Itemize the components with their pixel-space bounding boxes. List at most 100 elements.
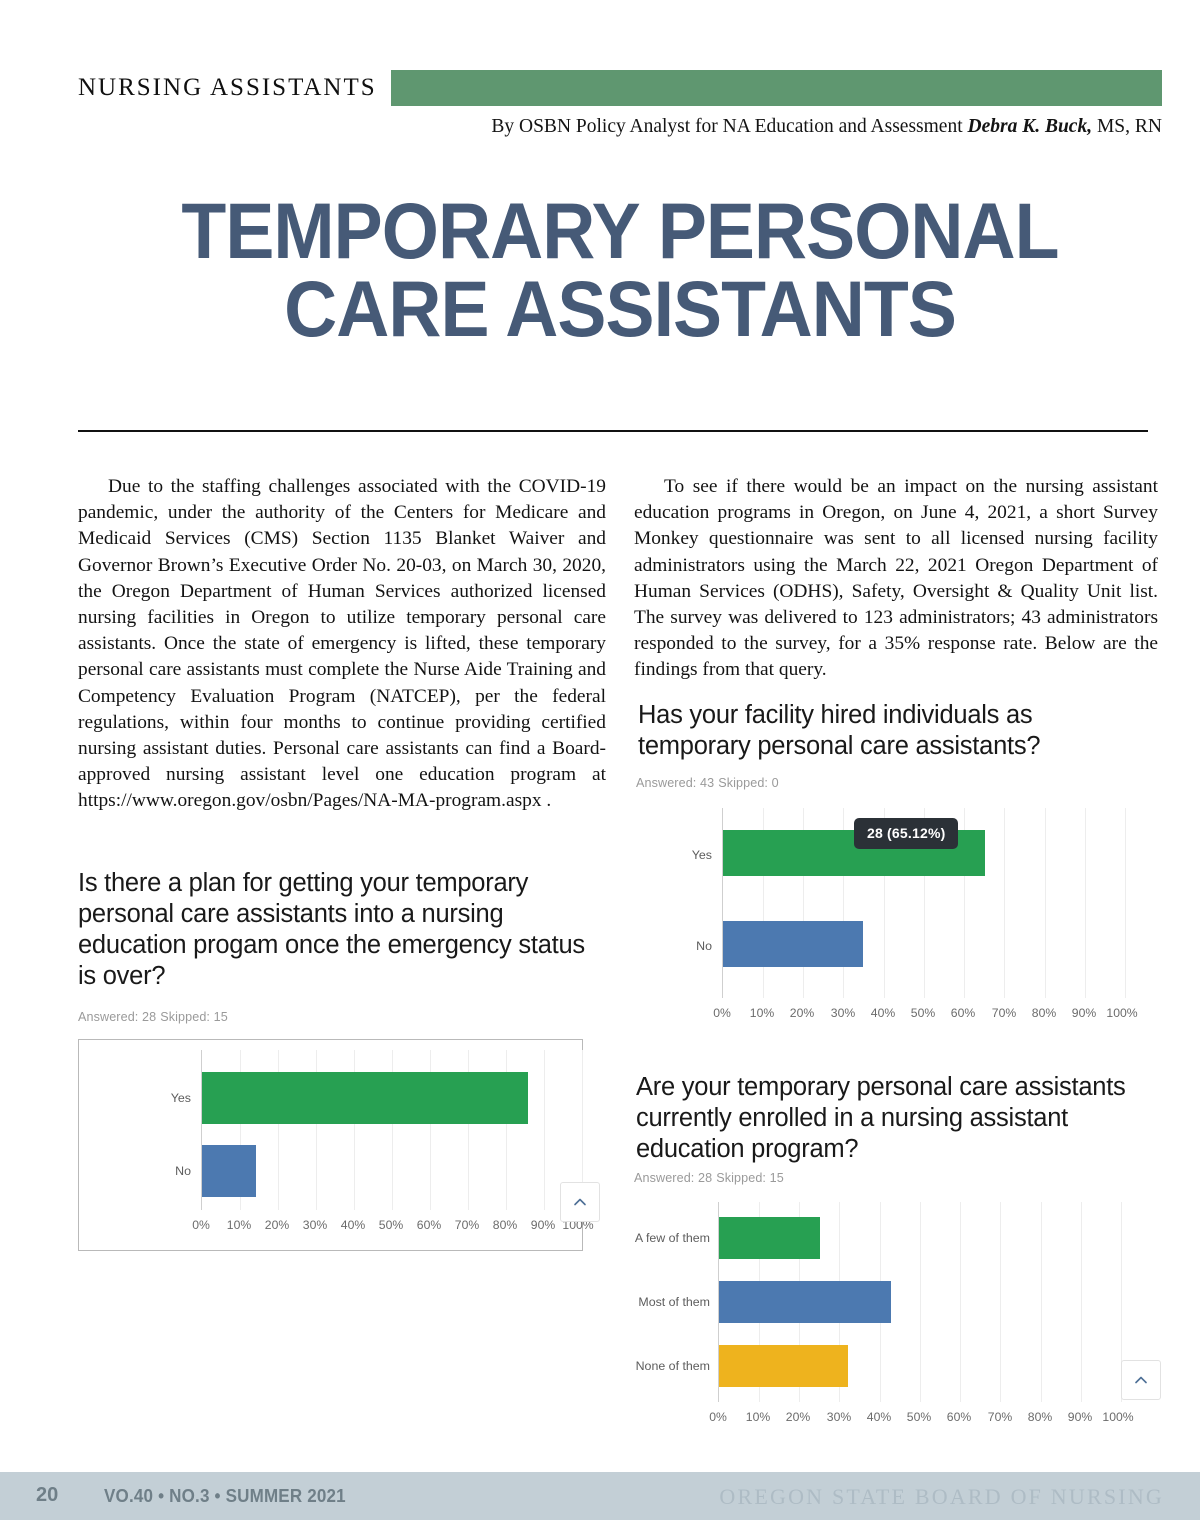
x-tick: 10% <box>226 1218 252 1232</box>
x-tick: 80% <box>1027 1410 1053 1424</box>
chart-plan-category-label-0: Yes <box>170 1091 191 1105</box>
x-tick: 90% <box>1071 1006 1097 1020</box>
x-tick: 0% <box>709 1410 727 1424</box>
chart-enrolled-bar-most <box>719 1281 892 1323</box>
chart-hired-category-label-1: No <box>696 939 712 953</box>
chart-plan-category-label-1: No <box>175 1164 191 1178</box>
x-tick: 90% <box>1067 1410 1093 1424</box>
gridline <box>1041 1202 1042 1402</box>
gridline <box>763 808 764 998</box>
x-tick: 90% <box>530 1218 556 1232</box>
chart-plan-bar-no <box>202 1145 257 1197</box>
page-title: TEMPORARY PERSONAL CARE ASSISTANTS <box>78 186 1162 354</box>
intro-paragraph-right: To see if there would be an impact on th… <box>634 476 1158 681</box>
chart-plan: Yes No 0% 10% 20% 30% 40% 50% 60% 70% 80 <box>78 1039 600 1251</box>
answered-count-hired: Answered: 43 <box>636 776 715 790</box>
page-header: NURSING ASSISTANTS <box>78 70 1162 106</box>
header-green-bar <box>390 70 1162 106</box>
gridline <box>843 808 844 998</box>
gridline <box>316 1050 317 1210</box>
gridline <box>884 808 885 998</box>
chevron-up-icon <box>574 1198 586 1206</box>
gridline <box>1004 808 1005 998</box>
gridline <box>1125 808 1126 998</box>
chart-enrolled-category-label-2: None of them <box>635 1359 710 1373</box>
x-tick: 10% <box>745 1410 771 1424</box>
right-column: To see if there would be an impact on th… <box>634 474 1158 684</box>
chart-plan-bar-yes <box>202 1072 528 1124</box>
answered-count-enrolled: Answered: 28 <box>634 1171 713 1185</box>
footer-organization: OREGON STATE BOARD OF NURSING <box>719 1484 1164 1509</box>
gridline <box>468 1050 469 1210</box>
question-heading-hired: Has your facility hired individuals as t… <box>638 701 1041 760</box>
chevron-up-icon <box>1135 1376 1147 1384</box>
x-tick: 60% <box>950 1006 976 1020</box>
question-heading-enrolled: Are your temporary personal care assista… <box>636 1073 1126 1163</box>
footer-page-number: 20 <box>36 1484 59 1506</box>
gridline <box>960 1202 961 1402</box>
footer-bar <box>0 1472 1200 1520</box>
question-block-plan: Is there a plan for getting your tempora… <box>78 868 598 992</box>
chart-plan-plot-area <box>201 1050 583 1210</box>
x-tick: 100% <box>1102 1410 1134 1424</box>
chart-enrolled-bar-none <box>719 1345 849 1387</box>
gridline <box>506 1050 507 1210</box>
skipped-count-plan: Skipped: 15 <box>160 1010 228 1024</box>
gridline <box>354 1050 355 1210</box>
question-meta-hired: Answered: 43 Skipped: 0 <box>636 774 779 792</box>
gridline <box>803 808 804 998</box>
x-tick: 30% <box>830 1006 856 1020</box>
chart-hired: Yes No 28 (65.12%) 0% 10% 20% 30% 40% 50… <box>636 798 1166 1028</box>
byline-suffix: MS, RN <box>1092 116 1162 137</box>
chart-enrolled-category-label-0: A few of them <box>634 1231 710 1245</box>
x-tick: 50% <box>910 1006 936 1020</box>
skipped-count-hired: Skipped: 0 <box>718 776 779 790</box>
page-title-line-2: CARE ASSISTANTS <box>284 264 957 354</box>
x-tick: 40% <box>340 1218 366 1232</box>
gridline <box>1081 1202 1082 1402</box>
section-kicker: NURSING ASSISTANTS <box>78 74 377 101</box>
x-tick: 80% <box>492 1218 518 1232</box>
x-tick: 60% <box>416 1218 442 1232</box>
gridline <box>1045 808 1046 998</box>
gridline <box>924 808 925 998</box>
x-tick: 20% <box>264 1218 290 1232</box>
x-tick: 70% <box>454 1218 480 1232</box>
answered-count-plan: Answered: 28 <box>78 1010 157 1024</box>
x-tick: 80% <box>1031 1006 1057 1020</box>
page-title-line-1: TEMPORARY PERSONAL <box>181 186 1059 275</box>
x-tick: 40% <box>866 1410 892 1424</box>
x-tick: 70% <box>987 1410 1013 1424</box>
chart-hired-tooltip: 28 (65.12%) <box>854 818 959 849</box>
gridline <box>278 1050 279 1210</box>
intro-paragraph-left: Due to the staffing challenges associate… <box>78 476 606 812</box>
question-heading-plan: Is there a plan for getting your tempora… <box>78 869 585 990</box>
title-divider <box>78 430 1148 432</box>
x-tick: 20% <box>785 1410 811 1424</box>
x-tick: 0% <box>713 1006 731 1020</box>
question-block-hired: Has your facility hired individuals as t… <box>638 700 1150 762</box>
left-column: Due to the staffing challenges associate… <box>78 474 606 815</box>
question-meta-enrolled: Answered: 28 Skipped: 15 <box>634 1169 784 1187</box>
gridline <box>392 1050 393 1210</box>
chart-hired-category-label-0: Yes <box>691 848 712 862</box>
x-tick: 30% <box>302 1218 328 1232</box>
skipped-count-enrolled: Skipped: 15 <box>716 1171 784 1185</box>
chart-hired-plot-area <box>722 808 1126 998</box>
gridline <box>1000 1202 1001 1402</box>
x-tick: 100% <box>1106 1006 1138 1020</box>
footer-issue-info: VO.40 • NO.3 • SUMMER 2021 <box>104 1485 346 1506</box>
gridline <box>544 1050 545 1210</box>
byline: By OSBN Policy Analyst for NA Education … <box>78 116 1162 138</box>
x-tick: 70% <box>991 1006 1017 1020</box>
gridline <box>582 1050 583 1210</box>
chart-enrolled-category-label-1: Most of them <box>638 1295 710 1309</box>
x-tick: 60% <box>946 1410 972 1424</box>
scroll-to-top-button[interactable] <box>1121 1360 1161 1400</box>
scroll-to-top-button[interactable] <box>560 1182 600 1222</box>
chart-hired-bar-no <box>723 921 864 967</box>
gridline <box>430 1050 431 1210</box>
x-tick: 30% <box>826 1410 852 1424</box>
gridline <box>920 1202 921 1402</box>
x-tick: 0% <box>192 1218 210 1232</box>
